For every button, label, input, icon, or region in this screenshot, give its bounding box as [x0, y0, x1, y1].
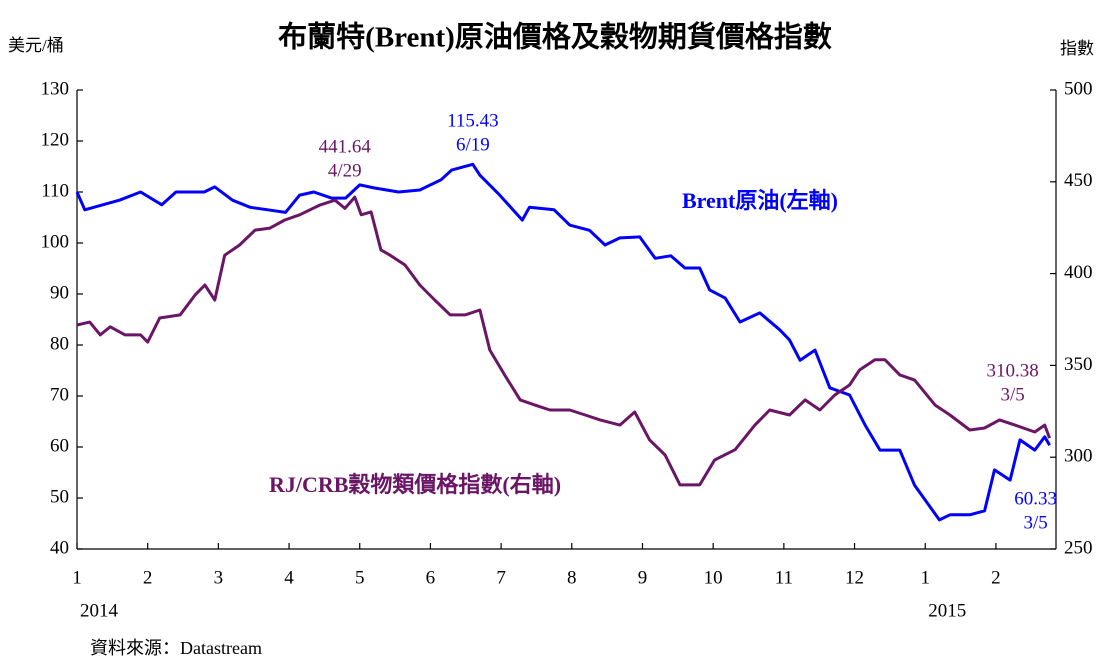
series-label: Brent原油(左軸): [682, 188, 838, 213]
x-tick-label: 1: [72, 567, 82, 588]
series-line: [75, 162, 1051, 522]
x-tick-label: 3: [214, 567, 224, 588]
x-tick-label: 2: [143, 567, 153, 588]
annotation-value: 441.64: [319, 137, 372, 158]
year-label: 2015: [928, 600, 966, 621]
y-tick-label: 70: [50, 384, 69, 405]
y2-tick-label: 350: [1064, 354, 1093, 375]
y2-tick-label: 500: [1064, 78, 1093, 99]
y2-tick-label: 400: [1064, 262, 1093, 283]
x-tick-label: 6: [426, 567, 436, 588]
y2-tick-label: 250: [1064, 537, 1093, 558]
series-label: RJ/CRB穀物類價格指數(右軸): [269, 472, 561, 497]
x-tick-label: 9: [638, 567, 648, 588]
y-tick-label: 110: [41, 180, 69, 201]
y-tick-label: 100: [41, 231, 70, 252]
x-tick-label: 5: [355, 567, 365, 588]
annotation-value: 115.43: [447, 111, 499, 132]
annotation-date: 3/5: [1000, 385, 1024, 406]
annotation-date: 6/19: [456, 135, 490, 156]
x-tick-label: 2: [991, 567, 1001, 588]
y-tick-label: 50: [50, 486, 69, 507]
annotation-value: 310.38: [987, 361, 1039, 382]
x-tick-label: 10: [704, 567, 723, 588]
y-tick-label: 90: [50, 282, 69, 303]
y2-tick-label: 450: [1064, 170, 1093, 191]
series-line: [76, 195, 1052, 487]
y-tick-label: 120: [41, 129, 70, 150]
y-tick-label: 60: [50, 435, 69, 456]
x-tick-label: 7: [496, 567, 506, 588]
annotation-date: 4/29: [328, 161, 362, 182]
x-tick-label: 12: [845, 567, 864, 588]
y-tick-label: 40: [50, 537, 69, 558]
y2-tick-label: 300: [1064, 446, 1093, 467]
source: 資料來源：Datastream: [90, 638, 262, 658]
x-tick-label: 11: [775, 567, 793, 588]
y-axis-label: 美元/桶: [8, 36, 64, 55]
x-tick-label: 4: [284, 567, 294, 588]
y-tick-label: 130: [41, 78, 70, 99]
year-label: 2014: [80, 600, 119, 621]
annotation-value: 60.33: [1014, 489, 1057, 510]
x-tick-label: 8: [567, 567, 577, 588]
annotation-date: 3/5: [1023, 513, 1047, 534]
x-tick-label: 1: [920, 567, 930, 588]
y2-axis-label: 指數: [1060, 39, 1094, 58]
y-tick-label: 80: [50, 333, 69, 354]
chart-title: 布蘭特(Brent)原油價格及穀物期貨價格指數: [278, 20, 832, 54]
